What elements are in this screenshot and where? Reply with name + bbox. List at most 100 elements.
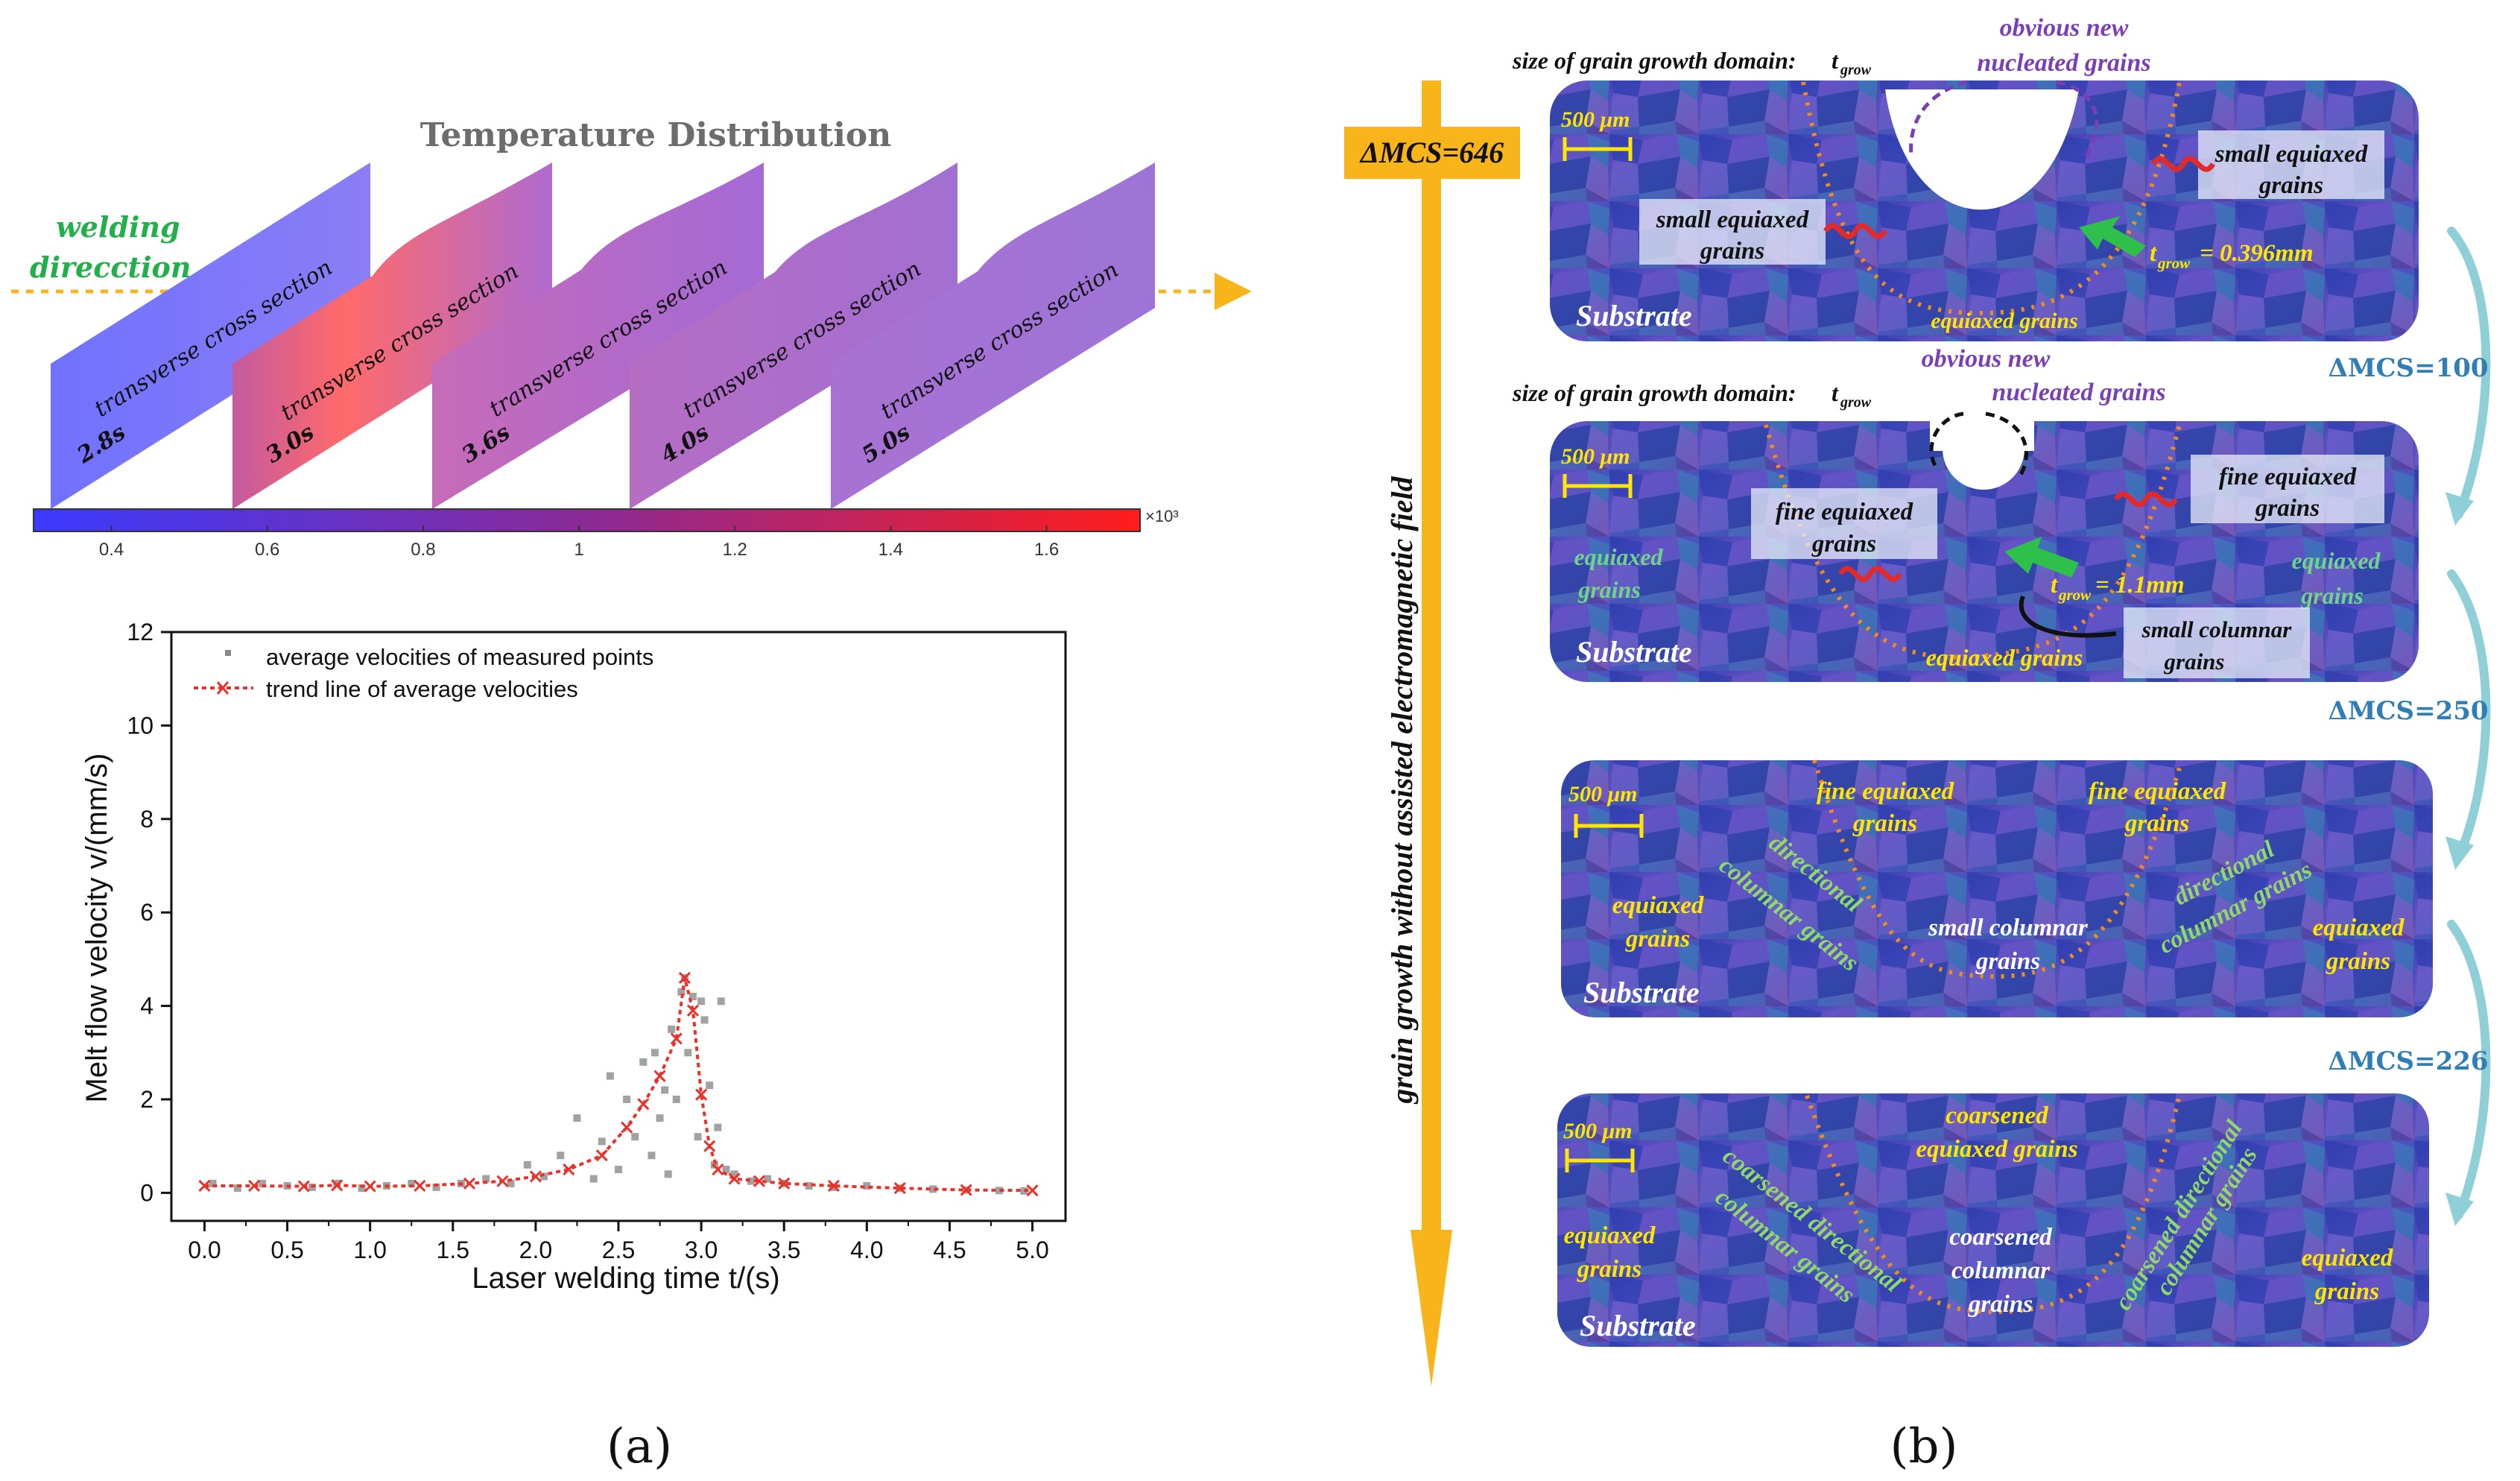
data-point: [598, 1137, 606, 1146]
img4-top-line2: equiaxed grains: [1916, 1136, 2077, 1163]
img1-header-symbol: t: [1832, 47, 1839, 74]
data-point: [233, 1184, 241, 1193]
img2-left-equiaxed-line1: equiaxed: [1574, 543, 1663, 570]
trend-marker: [695, 1088, 708, 1101]
data-point: [408, 1179, 416, 1187]
x-tick-label: 3.5: [767, 1237, 800, 1263]
img3-fine-left-line1: fine equiaxed: [1817, 778, 1954, 805]
img2-left-equiaxed-line2: grains: [1577, 576, 1641, 603]
img1-header: size of grain growth domain:: [1512, 47, 1796, 74]
trend-marker: [637, 1098, 650, 1111]
step-arrowhead-1: [2445, 492, 2474, 525]
trend-marker: [496, 1175, 509, 1187]
img2-red-squiggle-right: [2114, 491, 2178, 508]
img2-nucleated-line2: nucleated grains: [1992, 379, 2165, 406]
img1-green-arrow: [2079, 216, 2146, 257]
img2-columnar-line2: grains: [2164, 648, 2225, 675]
data-point: [764, 1175, 771, 1183]
trend-marker: [678, 971, 691, 985]
y-tick-label: 2: [140, 1086, 153, 1113]
data-point: [648, 1152, 656, 1160]
img4-eq-right-line2: grains: [2314, 1278, 2379, 1305]
img2-header: size of grain growth domain:: [1512, 379, 1796, 406]
img2-right-equiaxed-line1: equiaxed: [2291, 547, 2381, 574]
colorbar-tick-label: 1: [574, 540, 583, 560]
data-point: [606, 1072, 614, 1080]
data-point: [995, 1187, 1004, 1195]
melt-pool-1: [1885, 89, 2079, 210]
panel-a-label: (a): [607, 1419, 672, 1474]
scale-bar-2: [1563, 474, 1633, 498]
data-point: [863, 1181, 871, 1190]
trend-marker: [595, 1149, 608, 1162]
y-tick-label: 12: [127, 619, 153, 645]
fusion-line-1: [1801, 81, 2182, 316]
trend-marker: [686, 1004, 700, 1017]
data-point: [523, 1161, 531, 1169]
trend-marker: [463, 1177, 476, 1190]
welding-label-line2: direcction: [30, 250, 191, 284]
step-label-3: ΔMCS=226: [2328, 1046, 2488, 1076]
y-tick-label: 8: [140, 806, 153, 833]
data-point: [623, 1095, 631, 1103]
data-point: [661, 1086, 669, 1094]
img2-columnar-box: [2124, 607, 2310, 678]
chart-plot-frame: [170, 631, 1067, 1222]
colorbar-tick-label: 1.4: [878, 540, 903, 560]
trend-marker: [198, 1179, 211, 1193]
trend-marker: [670, 1032, 683, 1045]
scale-bar-4: [1565, 1149, 1635, 1172]
img1-tgrow-value: = 0.396mm: [2200, 240, 2314, 267]
colorbar-exponent: ×10³: [1145, 507, 1179, 525]
total-mcs-box: [1344, 127, 1520, 179]
x-tick-label: 1.5: [437, 1237, 469, 1263]
total-mcs-label: ΔMCS=646: [1359, 136, 1504, 169]
cross-section-slab-5: [831, 162, 1155, 509]
img3-fine-left-line2: grains: [1852, 810, 1917, 837]
img1-bottom-label: equiaxed grains: [1931, 309, 2078, 333]
img2-red-squiggle-left: [1838, 566, 1902, 582]
data-point: [697, 997, 706, 1005]
img1-left-box-line2: grains: [1700, 238, 1764, 265]
img4-center-line2: columnar: [1951, 1257, 2051, 1284]
img1-left-box: [1639, 199, 1826, 265]
trend-marker: [653, 1070, 666, 1082]
img3-fine-right-line1: fine equiaxed: [2089, 778, 2226, 805]
legend-marker-points: [225, 650, 231, 656]
img2-left-box-line1: fine equiaxed: [1776, 499, 1913, 525]
trend-marker: [960, 1184, 972, 1196]
img3-eq-left-line1: equiaxed: [1612, 892, 1704, 919]
cross-section-slab-2: [232, 162, 552, 509]
img4-substrate: Substrate: [1580, 1309, 1696, 1342]
img2-nucleated-line1: obvious new: [1922, 345, 2051, 373]
data-point: [805, 1181, 813, 1190]
img3-center-line1: small columnar: [1928, 915, 2089, 941]
welding-label-line1: welding: [56, 210, 180, 244]
img3-substrate: Substrate: [1583, 976, 1700, 1009]
img1-tgrow-symbol: t: [2150, 240, 2157, 267]
data-point: [706, 1081, 714, 1090]
img2-tgrow-symbol: t: [2051, 572, 2058, 599]
data-point: [717, 997, 725, 1005]
img2-green-arrow: [2004, 537, 2079, 578]
data-point: [432, 1183, 440, 1191]
data-point: [929, 1185, 937, 1193]
data-point: [664, 1170, 672, 1178]
step-arrowhead-3: [2445, 1193, 2474, 1226]
img2-columnar-line1: small columnar: [2141, 616, 2293, 642]
img3-eq-right-line2: grains: [2326, 948, 2390, 975]
img2-right-equiaxed-line2: grains: [2300, 582, 2364, 609]
img2-substrate: Substrate: [1576, 635, 1692, 669]
img2-bottom-label: equiaxed grains: [1926, 644, 2083, 671]
x-tick-label: 4.0: [850, 1237, 883, 1263]
img2-tgrow-sub: grow: [2058, 586, 2092, 604]
trend-marker: [248, 1179, 261, 1193]
colorbar-tick-label: 1.2: [723, 540, 747, 560]
img1-tgrow-sub: grow: [2157, 254, 2191, 272]
grain-image-3: [1561, 760, 2433, 1017]
chart-xlabel: Laser welding time t/(s): [472, 1262, 779, 1295]
x-tick-label: 2.5: [602, 1237, 635, 1263]
img1-red-squiggle-left: [1823, 223, 1887, 239]
img2-nucleated-arrow-left: [1929, 411, 1964, 471]
y-tick-label: 6: [140, 899, 153, 926]
